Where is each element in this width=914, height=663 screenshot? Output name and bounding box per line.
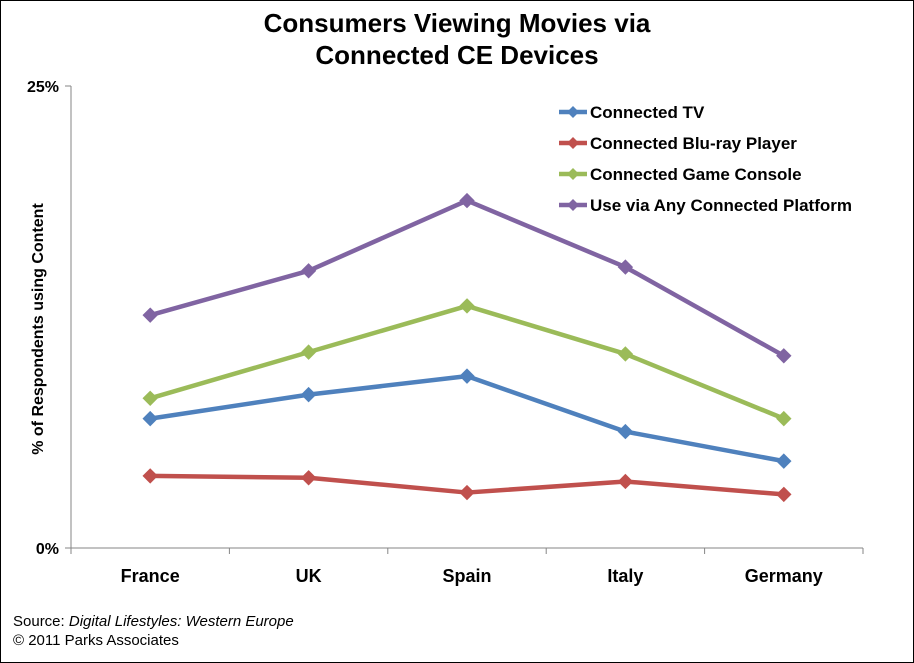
data-point [776,453,792,469]
data-point [776,348,792,364]
legend-entry: Use via Any Connected Platform [559,196,852,215]
legend-swatch-marker [567,199,579,211]
chart-title-line-2: Connected CE Devices [315,40,599,70]
x-tick-label: UK [296,566,322,586]
legend-swatch-marker [567,168,579,180]
legend-label: Connected Blu-ray Player [590,134,797,153]
chart-title: Consumers Viewing Movies via Connected C… [1,7,913,71]
x-tick-label: France [121,566,180,586]
data-point [776,410,792,427]
series-line [149,198,785,358]
axes: 0% 25% France UK Spain Italy Germany [27,79,864,586]
legend-label: Connected TV [590,103,705,122]
data-point [300,263,317,279]
series-connected-tv [142,368,792,469]
legend: Connected TV Connected Blu-ray Player Conn… [559,103,852,215]
x-tick-label: Germany [745,566,823,586]
data-point [459,368,475,384]
data-point [776,486,792,503]
data-point [459,298,475,314]
data-point [617,473,634,490]
legend-swatch-marker [567,106,579,118]
data-point [142,410,158,427]
series-line [149,373,785,464]
source-line: Source: Digital Lifestyles: Western Euro… [13,612,294,631]
x-tick-label: Spain [442,566,491,586]
series-line [149,303,785,421]
data-point [617,423,634,440]
chart-title-line-1: Consumers Viewing Movies via [263,8,651,38]
y-tick-label: 0% [36,541,59,558]
legend-entry: Connected TV [559,103,705,122]
series-use-via-any-connected-platform [142,192,792,364]
legend-entry: Connected Game Console [559,165,802,184]
series-layer [142,192,792,503]
y-tick-label: 25% [27,79,59,96]
legend-label: Use via Any Connected Platform [590,196,852,215]
series-connected-blu-ray-player [142,468,792,503]
legend-label: Connected Game Console [590,165,802,184]
source-prefix: Source: [13,613,69,630]
source-note: Source: Digital Lifestyles: Western Euro… [13,612,294,650]
series-connected-game-console [142,298,792,427]
data-point [459,192,475,209]
x-tick-label: Italy [607,566,643,586]
legend-swatch-marker [567,137,579,149]
data-point [617,346,634,362]
data-point [142,468,158,484]
data-point [142,307,158,323]
copyright-line: © 2011 Parks Associates [13,632,179,649]
data-point [300,386,317,403]
source-title: Digital Lifestyles: Western Europe [68,613,294,630]
data-point [300,470,317,486]
legend-entry: Connected Blu-ray Player [559,134,797,153]
data-point [142,390,158,407]
data-point [617,259,634,275]
data-point [300,344,317,360]
data-point [459,484,475,501]
